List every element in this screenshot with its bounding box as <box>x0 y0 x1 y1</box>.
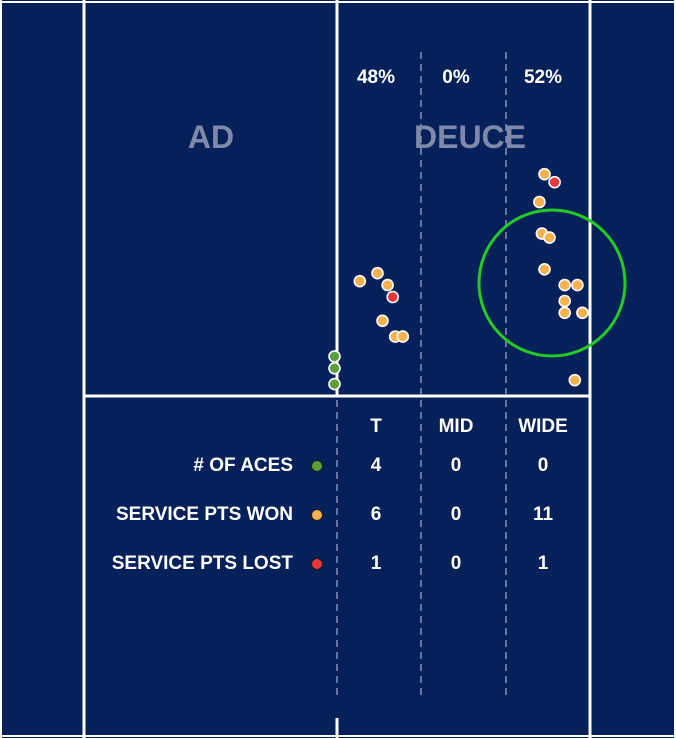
wide-zone-highlight-circle <box>477 208 627 358</box>
serve-point-won-19 <box>558 306 572 320</box>
legend-won-dot <box>311 509 323 521</box>
row-label-aces: # OF ACES <box>193 455 293 476</box>
serve-point-won-21 <box>568 373 582 387</box>
lost-mid-value: 0 <box>450 553 462 574</box>
serve-points <box>328 167 589 391</box>
column-header-wide: WIDE <box>518 416 568 437</box>
serve-point-won-3 <box>353 274 367 288</box>
serve-point-won-16 <box>558 278 572 292</box>
aces-t-value: 4 <box>370 455 382 476</box>
legend-lost-dot <box>311 558 323 570</box>
column-header-t: T <box>370 416 382 437</box>
zone-pct-wide: 52% <box>523 67 563 88</box>
serve-point-won-10 <box>538 167 551 181</box>
serve-point-won-5 <box>381 278 394 292</box>
lost-wide-value: 1 <box>537 553 549 574</box>
lost-t-value: 1 <box>370 553 382 574</box>
serve-point-won-9 <box>396 330 410 343</box>
zone-pct-mid: 0% <box>442 67 470 88</box>
serve-point-ace-0 <box>328 350 341 363</box>
serve-point-won-18 <box>558 294 572 308</box>
won-mid-value: 0 <box>450 504 462 525</box>
serve-point-ace-1 <box>328 361 341 375</box>
serve-point-won-7 <box>376 314 389 328</box>
serve-point-won-12 <box>533 195 546 209</box>
aces-mid-value: 0 <box>450 455 462 476</box>
won-t-value: 6 <box>370 504 382 525</box>
row-label-service-pts-lost: SERVICE PTS LOST <box>111 553 293 574</box>
serve-point-won-4 <box>371 266 384 280</box>
serve-point-won-17 <box>571 278 584 292</box>
ad-court-label: AD <box>187 119 235 155</box>
serve-point-won-15 <box>538 262 551 276</box>
column-header-mid: MID <box>438 416 474 437</box>
serve-point-won-14 <box>543 231 556 244</box>
serve-point-won-20 <box>576 306 589 320</box>
deuce-court-label: DEUCE <box>413 119 527 155</box>
won-wide-value: 11 <box>532 504 554 525</box>
serve-point-lost-11 <box>548 175 561 189</box>
serve-point-ace-2 <box>328 377 341 391</box>
aces-wide-value: 0 <box>537 455 549 476</box>
zone-pct-t: 48% <box>356 67 396 88</box>
legend-ace-dot <box>311 460 323 472</box>
serve-point-lost-6 <box>386 290 400 304</box>
row-label-service-pts-won: SERVICE PTS WON <box>115 504 293 525</box>
